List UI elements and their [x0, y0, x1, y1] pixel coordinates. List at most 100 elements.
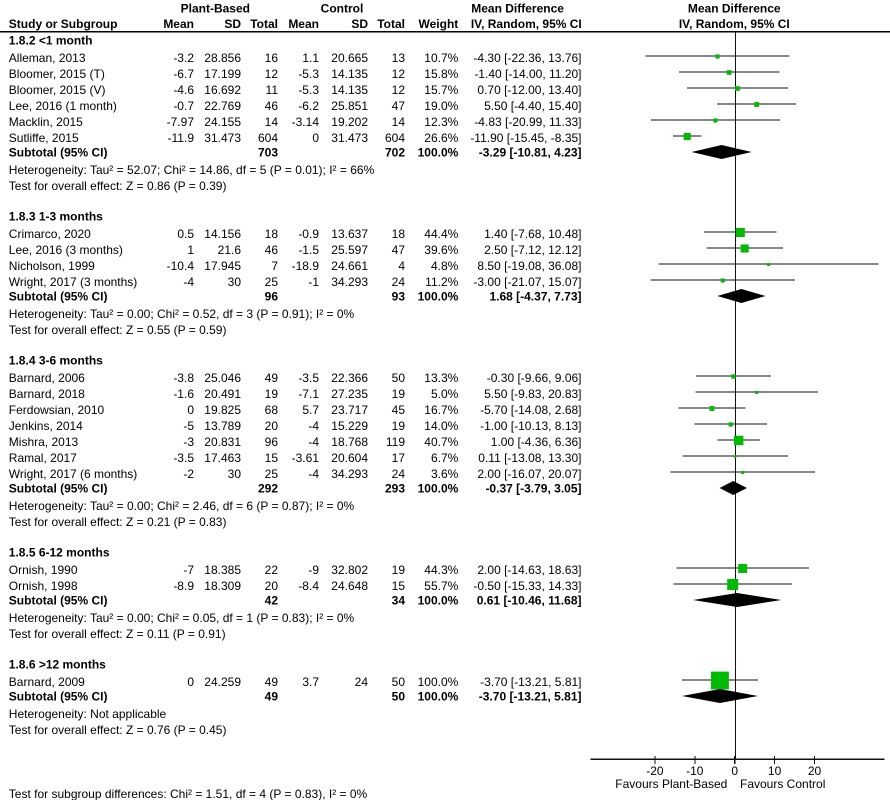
svg-text:-0.37 [-3.79, 3.05]: -0.37 [-3.79, 3.05] [485, 481, 581, 495]
svg-text:31.473: 31.473 [204, 131, 241, 145]
svg-text:SD: SD [224, 17, 241, 31]
svg-text:1.8.4 3-6 months: 1.8.4 3-6 months [9, 354, 103, 368]
svg-text:24.661: 24.661 [331, 259, 368, 273]
svg-text:50: 50 [392, 675, 406, 689]
svg-text:2.00 [-16.07, 20.07]: 2.00 [-16.07, 20.07] [477, 467, 581, 481]
svg-text:-7.1: -7.1 [298, 387, 319, 401]
svg-text:-10: -10 [686, 764, 704, 778]
svg-text:24: 24 [355, 675, 369, 689]
svg-text:49: 49 [265, 689, 279, 703]
svg-text:-1: -1 [308, 275, 319, 289]
svg-text:93: 93 [392, 289, 406, 303]
svg-text:34.293: 34.293 [331, 467, 368, 481]
svg-text:46: 46 [265, 99, 279, 113]
svg-text:-3.14: -3.14 [292, 115, 320, 129]
svg-text:-3.70 [-13.21, 5.81]: -3.70 [-13.21, 5.81] [480, 675, 581, 689]
svg-text:Nicholson, 1999: Nicholson, 1999 [9, 259, 95, 273]
svg-text:1: 1 [187, 243, 194, 257]
svg-text:-2: -2 [183, 467, 194, 481]
svg-text:2.50 [-7.12, 12.12]: 2.50 [-7.12, 12.12] [484, 243, 581, 257]
svg-text:1.40 [-7.68, 10.48]: 1.40 [-7.68, 10.48] [484, 227, 581, 241]
svg-text:-4: -4 [183, 275, 194, 289]
svg-text:604: 604 [258, 131, 278, 145]
svg-text:Jenkins, 2014: Jenkins, 2014 [9, 419, 83, 433]
svg-text:-4.83 [-20.99, 11.33]: -4.83 [-20.99, 11.33] [474, 115, 581, 129]
svg-text:45: 45 [392, 403, 406, 417]
svg-text:14: 14 [265, 115, 279, 129]
svg-text:Control: Control [321, 1, 364, 15]
svg-text:Crimarco, 2020: Crimarco, 2020 [9, 227, 91, 241]
svg-text:24.259: 24.259 [204, 675, 241, 689]
svg-text:604: 604 [385, 131, 405, 145]
svg-text:1.8.5 6-12 months: 1.8.5 6-12 months [9, 546, 110, 560]
svg-text:Mean Difference: Mean Difference [688, 1, 781, 15]
svg-text:-1.5: -1.5 [298, 243, 319, 257]
svg-text:100.0%: 100.0% [418, 689, 459, 703]
svg-text:-1.6: -1.6 [173, 387, 194, 401]
svg-text:14: 14 [392, 115, 406, 129]
svg-text:12: 12 [392, 67, 406, 81]
svg-text:Mean: Mean [163, 17, 194, 31]
svg-text:23.717: 23.717 [331, 403, 368, 417]
svg-text:26.6%: 26.6% [424, 131, 458, 145]
svg-text:Subtotal (95% CI): Subtotal (95% CI) [9, 289, 108, 303]
svg-text:Test for overall effect: Z = 0: Test for overall effect: Z = 0.76 (P = 0… [9, 723, 227, 737]
svg-text:Lee, 2016 (1 month): Lee, 2016 (1 month) [9, 99, 117, 113]
svg-text:-4.30 [-22.36, 13.76]: -4.30 [-22.36, 13.76] [473, 51, 581, 65]
svg-text:0: 0 [187, 403, 194, 417]
svg-text:-3.5: -3.5 [173, 451, 194, 465]
svg-text:5.50 [-4.40, 15.40]: 5.50 [-4.40, 15.40] [484, 99, 581, 113]
svg-text:1.8.6 >12 months: 1.8.6 >12 months [9, 658, 106, 672]
svg-text:-4: -4 [308, 435, 319, 449]
svg-text:-9: -9 [308, 563, 319, 577]
svg-text:Mean: Mean [288, 17, 319, 31]
svg-text:-0.7: -0.7 [173, 99, 194, 113]
svg-text:24: 24 [392, 275, 406, 289]
svg-text:13.3%: 13.3% [424, 371, 458, 385]
svg-text:Ornish, 1990: Ornish, 1990 [9, 563, 78, 577]
svg-text:15.7%: 15.7% [424, 83, 458, 97]
svg-text:Wright, 2017 (3 months): Wright, 2017 (3 months) [9, 275, 138, 289]
svg-text:16.7%: 16.7% [424, 403, 458, 417]
svg-text:24.648: 24.648 [331, 579, 368, 593]
svg-text:0.70 [-12.00, 13.40]: 0.70 [-12.00, 13.40] [477, 83, 581, 97]
svg-text:-6.2: -6.2 [298, 99, 319, 113]
svg-text:Macklin, 2015: Macklin, 2015 [9, 115, 83, 129]
svg-text:22: 22 [265, 563, 279, 577]
svg-text:Test for subgroup differences:: Test for subgroup differences: Chi² = 1.… [9, 787, 368, 800]
svg-text:0: 0 [731, 764, 738, 778]
svg-text:Lee, 2016 (3 months): Lee, 2016 (3 months) [9, 243, 123, 257]
svg-text:18: 18 [265, 227, 279, 241]
svg-text:1.00 [-4.36, 6.36]: 1.00 [-4.36, 6.36] [491, 435, 582, 449]
svg-text:Plant-Based: Plant-Based [181, 1, 250, 15]
svg-text:0.61 [-10.46, 11.68]: 0.61 [-10.46, 11.68] [477, 593, 582, 607]
svg-text:Ornish, 1998: Ornish, 1998 [9, 579, 78, 593]
svg-text:Barnard, 2009: Barnard, 2009 [9, 675, 85, 689]
svg-text:100.0%: 100.0% [418, 289, 459, 303]
svg-text:0: 0 [312, 131, 319, 145]
svg-text:28.856: 28.856 [204, 51, 241, 65]
svg-text:96: 96 [265, 289, 279, 303]
svg-text:-11.90 [-15.45, -8.35]: -11.90 [-15.45, -8.35] [470, 131, 581, 145]
svg-text:-4: -4 [308, 419, 319, 433]
svg-text:20.665: 20.665 [331, 51, 368, 65]
svg-text:0: 0 [187, 675, 194, 689]
svg-text:1.8.3 1-3 months: 1.8.3 1-3 months [9, 210, 103, 224]
svg-text:25.046: 25.046 [204, 371, 241, 385]
svg-text:-3.8: -3.8 [173, 371, 194, 385]
svg-text:3.6%: 3.6% [431, 467, 459, 481]
svg-text:-0.50 [-15.33, 14.33]: -0.50 [-15.33, 14.33] [473, 579, 581, 593]
svg-text:100.0%: 100.0% [418, 675, 459, 689]
svg-text:-4: -4 [308, 467, 319, 481]
svg-text:Ferdowsian, 2010: Ferdowsian, 2010 [9, 403, 105, 417]
svg-text:25: 25 [265, 275, 279, 289]
svg-text:Total: Total [250, 17, 278, 31]
svg-text:2.00 [-14.63, 18.63]: 2.00 [-14.63, 18.63] [477, 563, 581, 577]
svg-text:4.8%: 4.8% [431, 259, 459, 273]
svg-text:-20: -20 [646, 764, 664, 778]
svg-text:96: 96 [265, 435, 279, 449]
svg-text:-10.4: -10.4 [167, 259, 195, 273]
svg-text:22.769: 22.769 [204, 99, 241, 113]
svg-text:Wright, 2017 (6 months): Wright, 2017 (6 months) [9, 467, 138, 481]
svg-text:19.825: 19.825 [204, 403, 241, 417]
